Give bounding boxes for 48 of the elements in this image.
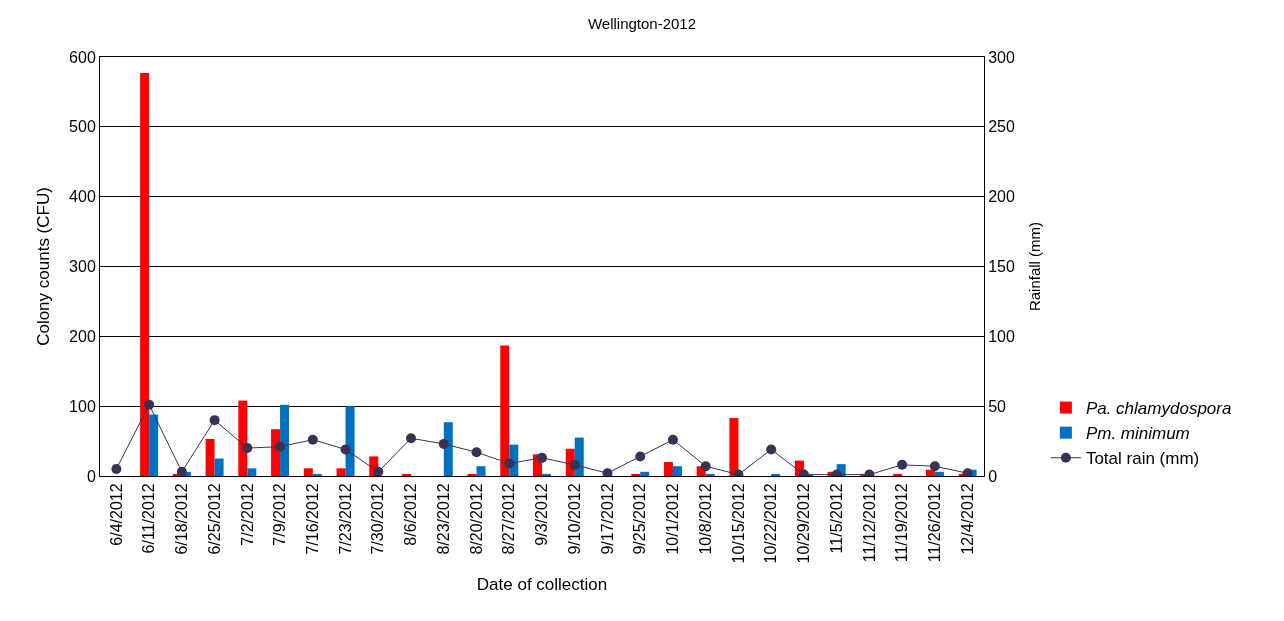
x-tick-label: 9/17/2012 xyxy=(598,483,616,555)
y-tick-label: 100 xyxy=(69,397,96,415)
y2-tick-label: 200 xyxy=(988,188,1015,206)
y2-tick-label: 0 xyxy=(988,467,998,485)
y2-tick-label: 50 xyxy=(988,397,1007,415)
x-tick-label: 10/22/2012 xyxy=(762,483,780,564)
legend-label: Total rain (mm) xyxy=(1085,449,1200,469)
x-tick-label: 7/2/2012 xyxy=(238,483,256,546)
y-tick-label: 400 xyxy=(69,188,96,206)
x-tick-label: 7/9/2012 xyxy=(271,483,289,546)
x-tick-label: 10/1/2012 xyxy=(664,483,682,555)
x-tick-label: 7/23/2012 xyxy=(336,483,354,555)
y2-tick-label: 300 xyxy=(988,48,1015,66)
y-tick-label: 500 xyxy=(69,118,96,136)
x-tick-label: 11/19/2012 xyxy=(893,483,911,563)
x-axis-title: Date of collection xyxy=(476,574,608,594)
x-tick-label: 7/16/2012 xyxy=(304,483,322,555)
x-tick-label: 8/27/2012 xyxy=(500,483,518,555)
x-tick-label: 6/18/2012 xyxy=(173,483,191,555)
x-tick-label: 7/30/2012 xyxy=(369,483,387,555)
x-tick-label: 6/4/2012 xyxy=(107,483,125,546)
legend-label: Pa. chlamydospora xyxy=(1085,399,1232,419)
x-tick-label: 10/15/2012 xyxy=(729,483,747,564)
y-tick-label: 600 xyxy=(69,48,96,66)
x-tick-label: 6/11/2012 xyxy=(140,483,158,554)
x-tick-label: 11/12/2012 xyxy=(860,483,878,563)
x-tick-label: 11/5/2012 xyxy=(827,483,845,554)
y2-tick-label: 100 xyxy=(988,327,1015,345)
x-tick-label: 8/6/2012 xyxy=(402,483,420,546)
y-tick-label: 0 xyxy=(86,467,96,485)
x-tick-label: 10/29/2012 xyxy=(795,483,813,564)
x-tick-label: 6/25/2012 xyxy=(205,483,223,555)
x-tick-label: 12/4/2012 xyxy=(958,483,976,555)
y-axis-title: Colony counts (CFU) xyxy=(33,187,53,346)
x-tick-label: 8/20/2012 xyxy=(467,483,485,555)
x-tick-label: 10/8/2012 xyxy=(696,483,714,555)
y2-axis-title: Rainfall (mm) xyxy=(1026,221,1043,312)
y2-tick-label: 150 xyxy=(988,258,1015,276)
y-tick-label: 300 xyxy=(69,258,96,276)
x-tick-label: 11/26/2012 xyxy=(926,483,944,563)
chart-title: Wellington-2012 xyxy=(587,15,697,33)
x-tick-label: 9/3/2012 xyxy=(533,483,551,546)
x-tick-label: 9/25/2012 xyxy=(631,483,649,555)
y-tick-label: 200 xyxy=(69,327,96,345)
x-tick-label: 9/10/2012 xyxy=(565,483,583,555)
x-tick-label: 8/23/2012 xyxy=(434,483,452,555)
legend-label: Pm. minimum xyxy=(1085,424,1190,444)
y2-tick-label: 250 xyxy=(988,118,1015,136)
